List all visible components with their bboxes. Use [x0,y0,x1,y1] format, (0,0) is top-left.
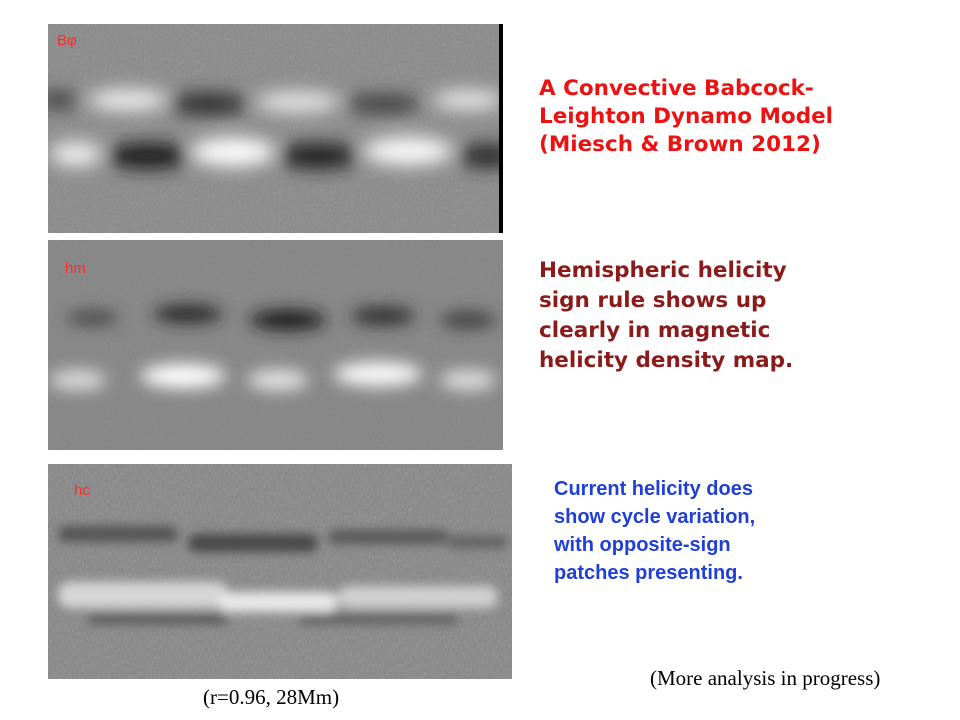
radius-caption: (r=0.96, 28Mm) [203,685,340,709]
note-line: sign rule shows up [539,288,767,313]
bphi-map-image [48,24,503,233]
hc-map-panel: hc [48,464,512,679]
current-helicity-note: Current helicity does show cycle variati… [554,475,755,587]
note-line: show cycle variation, [554,506,756,528]
note-line: patches presenting. [554,562,743,584]
title-line: (Miesch & Brown 2012) [539,132,821,157]
hc-label: hc [74,482,90,499]
hm-map-image [48,240,503,450]
title-line: Leighton Dynamo Model [539,104,834,129]
hm-map-panel: hm [48,240,503,450]
slide-title: A Convective Babcock- Leighton Dynamo Mo… [539,75,833,159]
title-line: A Convective Babcock- [539,76,814,101]
note-line: with opposite-sign [554,534,731,556]
note-line: clearly in magnetic [539,318,771,343]
note-line: Current helicity does [554,478,753,500]
bphi-map-panel: Bφ [48,24,503,233]
progress-caption: (More analysis in progress) [650,666,881,690]
hc-map-image [48,464,512,679]
note-line: Hemispheric helicity [539,258,787,283]
hm-label: hm [65,260,86,277]
bphi-label: Bφ [57,32,77,49]
note-line: helicity density map. [539,348,794,373]
magnetic-helicity-note: Hemispheric helicity sign rule shows up … [539,256,793,376]
